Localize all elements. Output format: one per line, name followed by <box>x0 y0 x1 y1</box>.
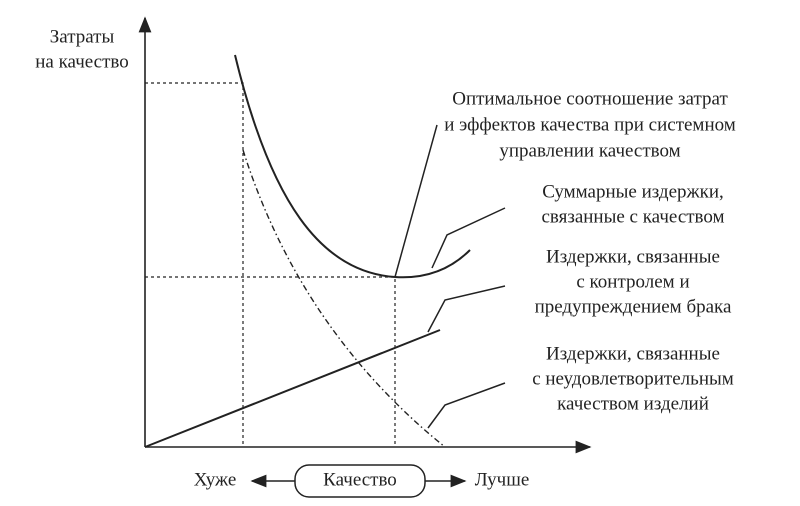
annotation: Оптимальное соотношение затрат <box>452 88 728 109</box>
annotation: Издержки, связанные <box>546 246 720 267</box>
x-axis-label: Качество <box>323 469 397 490</box>
annotation: качеством изделий <box>557 393 709 414</box>
annotation: с контролем и <box>576 271 689 292</box>
leader-line <box>427 382 506 429</box>
leader-line <box>431 207 506 269</box>
annotation: предупреждением брака <box>535 296 732 317</box>
failure-cost-curve <box>242 149 446 448</box>
leader-line <box>427 285 506 333</box>
annotation: с неудовлетворительным <box>532 368 734 389</box>
annotation: Суммарные издержки, <box>542 181 724 202</box>
annotation: и эффектов качества при системном <box>444 114 736 135</box>
total-cost-curve <box>234 54 471 279</box>
annotation: связанные с качеством <box>541 206 724 227</box>
prevention-cost-line <box>144 329 441 448</box>
y-axis-label: Затраты <box>50 26 115 47</box>
annotation: Издержки, связанные <box>546 343 720 364</box>
leader-line <box>394 124 438 278</box>
y-axis-label: на качество <box>35 51 129 72</box>
x-axis-better: Лучше <box>475 469 530 490</box>
annotation: управлении качеством <box>499 140 680 161</box>
guide-line <box>145 82 244 447</box>
x-axis-worse: Хуже <box>194 469 237 490</box>
